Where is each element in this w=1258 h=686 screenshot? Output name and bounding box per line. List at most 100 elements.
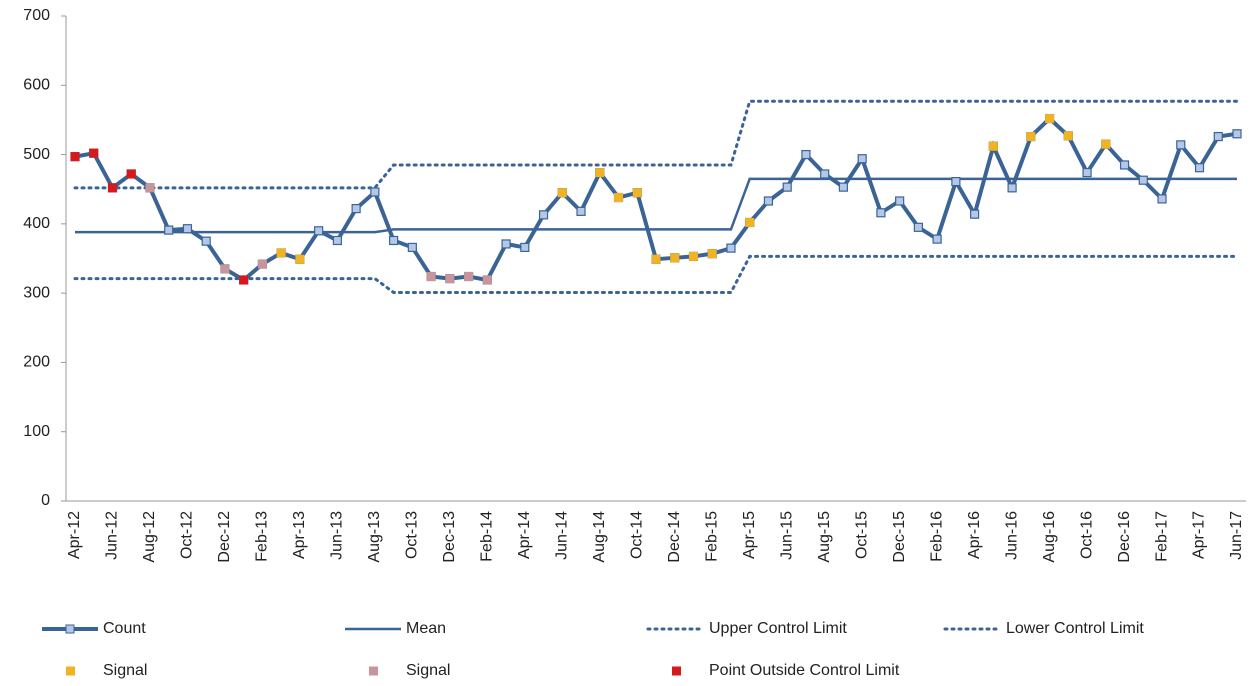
x-tick-label: Aug-14 <box>591 511 608 563</box>
point-marker <box>257 259 267 269</box>
x-tick-label: Apr-16 <box>966 511 983 559</box>
x-tick-label: Feb-17 <box>1153 511 1170 562</box>
y-tick-label: 700 <box>23 7 50 24</box>
point-marker <box>557 188 567 198</box>
point-marker <box>1119 160 1130 170</box>
point-marker <box>538 210 549 220</box>
point-marker <box>520 242 530 253</box>
point-marker <box>1026 132 1036 142</box>
point-marker <box>1101 139 1111 149</box>
point-marker <box>107 183 117 193</box>
legend-label: Lower Control Limit <box>1006 620 1144 637</box>
point-marker <box>763 196 774 206</box>
legend-key <box>65 624 75 634</box>
x-tick-label: Oct-16 <box>1078 511 1095 559</box>
x-tick-label: Apr-17 <box>1191 511 1208 559</box>
x-tick-label: Dec-14 <box>666 511 683 563</box>
x-tick-label: Feb-14 <box>479 511 496 562</box>
point-marker <box>988 141 998 151</box>
point-marker <box>820 169 830 179</box>
x-tick-label: Jun-17 <box>1228 511 1245 560</box>
point-marker <box>970 209 980 219</box>
x-tick-label: Jun-13 <box>329 511 346 560</box>
point-marker <box>895 196 905 206</box>
series-line <box>73 254 1239 294</box>
x-tick-label: Oct-14 <box>628 511 645 559</box>
x-tick-label: Aug-16 <box>1041 511 1058 563</box>
point-marker <box>145 183 155 193</box>
legend-key <box>672 666 681 676</box>
point-marker <box>951 176 961 187</box>
series-line <box>75 177 1237 234</box>
point-marker <box>501 239 511 249</box>
x-tick-label: Jun-16 <box>1003 511 1020 560</box>
point-marker <box>407 242 417 253</box>
legend-label: Upper Control Limit <box>709 620 847 637</box>
point-marker <box>913 222 923 232</box>
point-marker <box>632 188 642 198</box>
point-marker <box>332 235 342 246</box>
y-tick-label: 600 <box>23 77 50 94</box>
point-marker <box>1063 131 1073 141</box>
point-marker <box>164 225 174 235</box>
y-tick-label: 0 <box>41 492 50 509</box>
point-marker <box>89 148 99 158</box>
point-marker <box>876 208 886 218</box>
x-tick-label: Dec-15 <box>891 511 908 563</box>
point-marker <box>370 187 380 197</box>
point-marker <box>1213 131 1223 142</box>
x-tick-label: Dec-12 <box>216 511 233 563</box>
x-tick-label: Apr-12 <box>66 511 83 559</box>
x-tick-label: Jun-12 <box>104 511 121 560</box>
x-tick-label: Feb-15 <box>703 511 720 562</box>
x-tick-label: Aug-13 <box>366 511 383 563</box>
point-marker <box>314 226 324 236</box>
x-tick-label: Apr-15 <box>741 511 758 559</box>
point-marker <box>932 234 942 244</box>
point-marker <box>182 224 193 234</box>
y-tick-label: 200 <box>23 354 50 371</box>
point-marker <box>389 235 399 246</box>
x-tick-label: Oct-12 <box>179 511 196 559</box>
legend-key <box>369 666 378 676</box>
point-marker <box>688 251 698 261</box>
point-marker <box>276 248 286 258</box>
x-tick-label: Apr-14 <box>516 511 533 559</box>
point-marker <box>707 249 717 259</box>
legend-label: Count <box>103 620 146 637</box>
point-marker <box>464 272 474 282</box>
y-tick-label: 300 <box>23 284 50 301</box>
point-marker <box>670 253 680 263</box>
x-tick-label: Jun-14 <box>554 511 571 560</box>
point-marker <box>1045 114 1055 124</box>
point-marker <box>1082 167 1092 178</box>
point-marker <box>1176 140 1186 150</box>
point-marker <box>801 149 811 160</box>
point-marker <box>595 168 605 178</box>
x-tick-label: Feb-13 <box>254 511 271 562</box>
legend-label: Signal <box>103 662 147 679</box>
x-tick-label: Dec-16 <box>1116 511 1133 563</box>
point-marker <box>445 274 455 284</box>
x-tick-label: Aug-12 <box>141 511 158 563</box>
point-marker <box>1232 129 1242 139</box>
point-marker <box>838 182 849 192</box>
legend-label: Mean <box>406 620 446 637</box>
point-marker <box>295 254 305 264</box>
point-marker <box>126 169 136 179</box>
x-tick-label: Oct-13 <box>404 511 421 559</box>
y-tick-label: 400 <box>23 215 50 232</box>
point-marker <box>745 217 755 227</box>
y-tick-label: 100 <box>23 423 50 440</box>
point-marker <box>482 275 492 285</box>
point-marker <box>1157 194 1167 204</box>
y-tick-label: 500 <box>23 146 50 163</box>
legend-label: Signal <box>406 662 450 679</box>
point-marker <box>1007 183 1017 193</box>
legend-label: Point Outside Control Limit <box>709 662 900 679</box>
point-marker <box>857 154 867 164</box>
point-marker <box>1138 175 1148 185</box>
point-marker <box>782 182 792 192</box>
point-marker <box>614 193 624 203</box>
